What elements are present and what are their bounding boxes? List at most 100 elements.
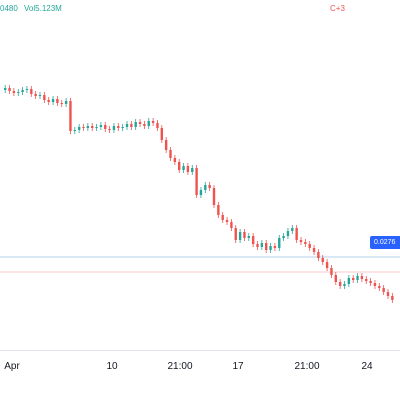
candle-body — [73, 130, 76, 131]
candle-body — [195, 168, 198, 195]
candle-body — [99, 125, 103, 127]
candle-body — [291, 228, 294, 231]
candle-body — [378, 286, 381, 288]
candle-body — [91, 126, 94, 128]
candle-body — [21, 90, 24, 92]
change-value: 0480 — [0, 4, 18, 13]
candle-body — [278, 238, 281, 248]
candle-body — [225, 220, 229, 222]
candle-body — [234, 228, 237, 240]
x-label-24: 24 — [361, 361, 373, 372]
x-label-apr: Apr — [4, 361, 20, 372]
candle-body — [382, 288, 385, 292]
candle-body — [365, 279, 368, 281]
candlestick-chart[interactable] — [0, 0, 400, 350]
candle-body — [121, 127, 124, 128]
candle-body — [186, 166, 190, 172]
candle-body — [95, 127, 98, 128]
candle-body — [125, 124, 129, 127]
candle-body — [86, 126, 90, 128]
candle-body — [282, 236, 285, 238]
candle-body — [295, 228, 298, 240]
candle-body — [334, 275, 337, 282]
candle-body — [273, 246, 277, 248]
candles-group — [4, 85, 394, 303]
x-label-2100-a: 21:00 — [167, 361, 193, 372]
candle-body — [265, 243, 268, 250]
candle-body — [160, 128, 163, 140]
candle-body — [330, 268, 333, 275]
candle-body — [304, 242, 307, 244]
candle-body — [17, 92, 20, 93]
candle-body — [386, 292, 390, 296]
candle-body — [147, 121, 150, 126]
candle-body — [356, 276, 359, 280]
candle-body — [108, 129, 111, 130]
x-label-17: 17 — [232, 361, 244, 372]
candle-body — [169, 150, 172, 158]
candle-body — [164, 140, 168, 150]
current-price-tag: 0.0276 — [370, 236, 400, 249]
candle-body — [247, 236, 250, 238]
candle-body — [191, 168, 194, 172]
candle-body — [286, 231, 290, 236]
candle-body — [212, 188, 216, 205]
candle-body — [338, 282, 342, 286]
candle-body — [343, 284, 346, 286]
legend-row: 0480 Vol5.123M C+3 — [0, 2, 400, 16]
candle-body — [221, 215, 224, 220]
candle-body — [51, 99, 55, 102]
candle-body — [64, 101, 68, 104]
candle-body — [34, 94, 37, 96]
candle-body — [269, 246, 272, 250]
candle-body — [312, 248, 316, 252]
candle-body — [12, 91, 16, 93]
candle-body — [69, 101, 72, 131]
candle-body — [56, 99, 59, 103]
x-label-10: 10 — [106, 361, 118, 372]
candle-body — [369, 281, 372, 283]
candle-body — [347, 278, 351, 284]
candle-body — [308, 244, 311, 248]
candle-body — [104, 125, 107, 129]
candle-body — [238, 232, 242, 240]
candle-body — [60, 103, 63, 104]
candle-body — [82, 127, 85, 128]
candle-body — [117, 126, 120, 128]
candle-body — [43, 95, 46, 100]
candle-body — [208, 185, 211, 188]
candle-body — [143, 124, 146, 126]
header-prefix: C+3 — [330, 4, 345, 13]
candle-body — [321, 258, 324, 262]
candle-body — [8, 88, 11, 91]
x-axis[interactable]: Apr 10 21:00 17 21:00 24 — [0, 350, 400, 401]
candle-body — [317, 252, 320, 258]
candle-body — [173, 158, 177, 162]
candle-body — [134, 122, 137, 127]
candle-body — [251, 236, 255, 244]
candle-body — [30, 89, 33, 94]
candle-body — [112, 126, 116, 130]
candle-body — [25, 89, 29, 90]
candle-body — [325, 262, 329, 268]
x-label-2100-b: 21:00 — [294, 361, 320, 372]
candle-body — [204, 185, 207, 190]
candle-body — [4, 88, 7, 90]
candle-body — [77, 127, 81, 130]
candle-body — [47, 100, 50, 102]
candle-body — [243, 232, 246, 238]
candle-body — [151, 121, 155, 123]
candle-body — [373, 283, 377, 286]
candle-body — [230, 222, 233, 228]
candle-body — [256, 244, 259, 247]
candle-body — [130, 124, 133, 127]
candle-body — [391, 296, 394, 300]
candle-body — [182, 166, 185, 170]
candle-body — [260, 243, 264, 247]
candle-body — [38, 95, 42, 96]
candle-body — [360, 276, 364, 279]
candle-body — [199, 190, 203, 195]
candle-body — [217, 205, 220, 215]
candle-body — [138, 122, 142, 124]
